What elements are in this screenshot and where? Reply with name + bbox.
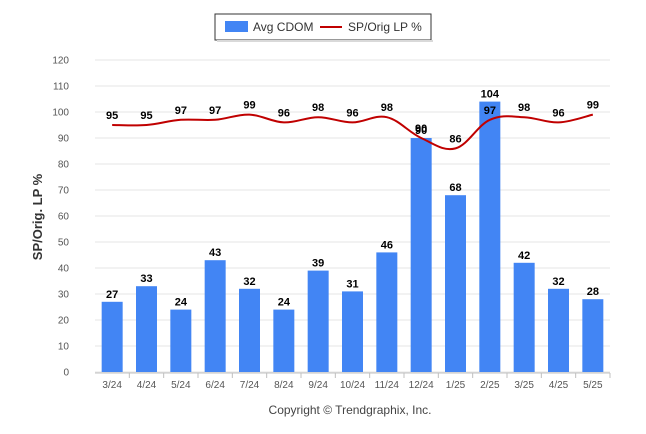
y-tick-label: 50 — [58, 238, 70, 249]
x-tick-label: 6/24 — [205, 380, 225, 391]
x-tick-label: 2/25 — [480, 380, 500, 391]
bar-value-label: 24 — [278, 297, 291, 309]
bar-value-label: 43 — [209, 247, 221, 259]
x-tick-label: 3/24 — [102, 380, 122, 391]
line-value-label: 96 — [346, 107, 358, 119]
legend-line-label: SP/Orig LP % — [348, 20, 422, 34]
bar-value-label: 104 — [481, 89, 500, 101]
line-value-label: 97 — [209, 105, 221, 117]
bar-value-label: 31 — [346, 278, 358, 290]
bar — [273, 309, 295, 372]
x-tick-label: 7/24 — [240, 380, 260, 391]
bar-value-label: 33 — [140, 273, 152, 285]
legend[interactable]: Avg CDOM SP/Orig LP % — [214, 13, 433, 42]
bar-value-label: 42 — [518, 250, 530, 262]
line-value-label: 97 — [484, 105, 496, 117]
bar-value-label: 68 — [449, 182, 461, 194]
grid — [95, 59, 610, 374]
line-value-label: 96 — [552, 107, 564, 119]
copyright-text: Copyright © Trendgraphix, Inc. — [269, 403, 432, 417]
y-tick-label: 20 — [58, 316, 70, 327]
bar — [170, 309, 192, 372]
x-tick-label: 8/24 — [274, 380, 294, 391]
line-value-label: 99 — [587, 100, 599, 112]
bar — [376, 252, 398, 372]
x-tick-label: 10/24 — [340, 380, 365, 391]
line-value-label: 95 — [106, 110, 118, 122]
line-series-path — [112, 113, 594, 151]
line-series — [112, 113, 594, 151]
y-tick-label: 0 — [63, 368, 69, 379]
bar-value-label: 28 — [587, 286, 599, 298]
bar — [204, 260, 226, 372]
y-axis-title: SP/Orig. LP % — [30, 173, 45, 260]
x-tick-label: 5/25 — [583, 380, 603, 391]
y-tick-label: 120 — [52, 56, 69, 67]
bar — [342, 291, 363, 372]
bar — [410, 138, 432, 372]
line-value-label: 98 — [518, 102, 530, 114]
bar — [239, 288, 260, 372]
y-axis-ticks: 0 10 20 30 40 50 60 70 80 90 100 110 120 — [52, 56, 69, 379]
x-tick-label: 5/24 — [171, 380, 191, 391]
x-tick-label: 1/25 — [446, 380, 466, 391]
y-tick-label: 40 — [58, 264, 70, 275]
y-tick-label: 70 — [58, 186, 70, 197]
bar — [101, 301, 123, 372]
bar-value-label: 32 — [243, 276, 255, 288]
legend-box-shadow — [217, 40, 433, 42]
bar — [548, 288, 569, 372]
bar-value-label: 90 — [415, 125, 427, 137]
line-value-label: 97 — [175, 105, 187, 117]
y-tick-label: 30 — [58, 290, 70, 301]
y-tick-label: 110 — [53, 82, 69, 93]
legend-bar-swatch — [225, 21, 248, 32]
line-value-label: 86 — [449, 133, 461, 145]
x-tick-label: 11/24 — [375, 380, 400, 391]
x-axis-ticks: 3/24 4/24 5/24 6/24 7/24 8/24 9/24 10/24 11/24 12… — [102, 373, 611, 391]
line-value-label: 98 — [312, 102, 324, 114]
bar-value-label: 46 — [381, 239, 393, 251]
y-tick-label: 80 — [58, 160, 70, 171]
bar-value-label: 32 — [552, 276, 564, 288]
bar-value-label: 39 — [312, 258, 324, 270]
x-tick-label: 4/25 — [549, 380, 569, 391]
y-tick-label: 100 — [52, 108, 69, 119]
line-value-label: 98 — [381, 102, 393, 114]
line-value-label: 90 — [415, 123, 427, 135]
y-tick-label: 10 — [58, 342, 70, 353]
bars — [101, 101, 604, 372]
bar — [479, 101, 501, 372]
line-value-label: 96 — [278, 107, 290, 119]
bar — [445, 195, 466, 372]
line-value-label: 95 — [140, 110, 152, 122]
x-tick-label: 4/24 — [137, 380, 157, 391]
bar — [582, 299, 604, 372]
bar-value-label: 24 — [175, 297, 188, 309]
bar — [136, 286, 157, 372]
bar — [513, 262, 535, 372]
x-tick-label: 9/24 — [308, 380, 328, 391]
x-tick-label: 3/25 — [514, 380, 534, 391]
data-labels: 27 33 24 43 32 24 39 31 46 90 68 104 42 32 28 95 95 97 97 9… — [106, 89, 599, 309]
bar-value-label: 27 — [106, 289, 118, 301]
bar — [307, 270, 329, 372]
x-tick-label: 12/24 — [409, 380, 434, 391]
legend-bar-label: Avg CDOM — [253, 20, 313, 34]
y-tick-label: 90 — [58, 134, 70, 145]
y-tick-label: 60 — [58, 212, 70, 223]
line-value-label: 99 — [243, 100, 255, 112]
